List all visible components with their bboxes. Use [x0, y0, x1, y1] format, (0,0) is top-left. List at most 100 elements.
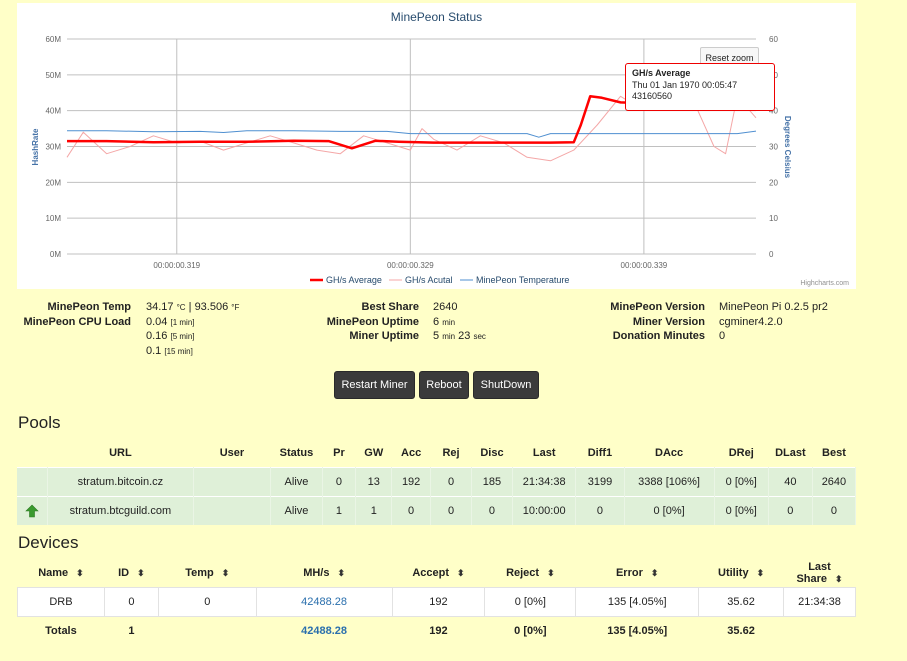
sort-icon[interactable]: ⬍: [337, 567, 346, 578]
devices-header-mh-s[interactable]: MH/s ⬍: [256, 558, 392, 588]
y-tick-label: 0M: [50, 250, 61, 259]
arrow-up-icon[interactable]: [25, 504, 39, 518]
cpu-5-value: 0.16: [146, 330, 168, 342]
header-label: MH/s: [303, 566, 330, 579]
legend-item-average[interactable]: GH/s Average: [310, 275, 382, 285]
header-label: Reject: [506, 566, 540, 579]
device-cell-error: 135 [4.05%]: [575, 587, 700, 617]
x-tick-label: 00:00:00.339: [621, 261, 668, 270]
devices-header-reject[interactable]: Reject ⬍: [485, 558, 576, 588]
sort-icon[interactable]: ⬍: [457, 567, 465, 578]
pools-title: Pools: [18, 413, 61, 432]
y2-tick-label: 20: [769, 178, 778, 187]
sort-icon[interactable]: ⬍: [137, 567, 145, 578]
miner-uptime-value: 5 min 23 sec: [433, 329, 486, 345]
pools-header-arrow: [17, 439, 48, 468]
miner-uptime-sec-unit: sec: [473, 332, 486, 341]
y-tick-label: 30M: [45, 143, 61, 152]
header-label: Error: [615, 566, 643, 579]
device-cell-utility: 35.62: [698, 587, 785, 617]
pool-cell-dlast: 40: [768, 467, 813, 497]
devices-header-error[interactable]: Error ⬍: [576, 558, 699, 588]
pool-cell-pr: 0: [322, 467, 357, 497]
cpu-label: MinePeon CPU Load: [23, 315, 131, 328]
pool-cell-diff1: 0: [575, 496, 625, 525]
sort-icon[interactable]: ⬍: [756, 567, 765, 578]
pools-header-user: User: [219, 447, 245, 459]
pools-header-pr: Pr: [333, 447, 345, 459]
x-tick-label: 00:00:00.329: [387, 261, 434, 270]
pools-header-url: URL: [109, 447, 132, 459]
pools-table: URL User Status Pr GW Acc Rej Disc Last Diff1 DAcc…: [17, 439, 857, 525]
pool-cell-pr: 1: [322, 496, 357, 525]
y-tick-label: 40M: [45, 107, 61, 116]
pools-header-disc: Disc: [480, 447, 504, 459]
cpu-15-unit: [15 min]: [164, 346, 193, 356]
uptime-unit: min: [442, 317, 456, 327]
chart-credits[interactable]: Highcharts.com: [800, 280, 849, 287]
devices-header-temp[interactable]: Temp ⬍: [158, 558, 256, 588]
pools-header-dlast: DLast: [775, 447, 806, 459]
pool-priority-cell[interactable]: [17, 496, 49, 525]
devices-header-id[interactable]: ID ⬍: [104, 558, 158, 588]
chart-tooltip: GH/s Average Thu 01 Jan 1970 00:05:47 43…: [625, 63, 775, 111]
pool-cell-best: 0: [812, 496, 857, 525]
sort-icon[interactable]: ⬍: [650, 567, 659, 578]
version-value: MinePeon Pi 0.2.5 pr2: [719, 301, 828, 313]
header-label: Name: [38, 566, 69, 579]
cpu-5-unit: [5 min]: [170, 332, 195, 341]
best-share-label: Best Share: [361, 301, 419, 313]
pool-cell-best: 2640: [812, 467, 857, 497]
device-cell-temp: 0: [157, 587, 257, 617]
pool-row: stratum.bitcoin.cz Alive 0 13 192 0 185 21:34:3…: [17, 467, 857, 497]
reboot-button[interactable]: Reboot: [419, 371, 469, 399]
version-label: MinePeon Version: [610, 301, 705, 313]
legend-item-actual[interactable]: GH/s Acutal: [389, 275, 453, 285]
x-tick-label: 00:00:00.319: [153, 261, 200, 270]
y-tick-label: 50M: [45, 71, 61, 80]
status-chart: MinePeon Status 0M 0 10M 10 20M 20 30M 30 40M 40 50…: [17, 3, 856, 289]
totals-cell-reject: 0 [0%]: [514, 625, 547, 637]
shutdown-button[interactable]: ShutDown: [473, 371, 539, 399]
devices-header-last-share[interactable]: Last Share ⬍: [784, 558, 856, 588]
temp-sep: |: [188, 301, 192, 313]
y2-tick-label: 60: [769, 35, 778, 44]
legend-item-temperature[interactable]: MinePeon Temperature: [460, 275, 569, 285]
pool-cell-gw: 1: [355, 496, 393, 525]
uptime-number: 6: [433, 315, 440, 328]
chart-legend: GH/s Average GH/s Acutal MinePeon Temperat…: [310, 275, 569, 285]
donation-value: 0: [719, 330, 726, 342]
sort-icon[interactable]: ⬍: [835, 573, 843, 584]
chart-svg: MinePeon Status 0M 0 10M 10 20M 20 30M 30 40M 40 50…: [31, 10, 849, 287]
pool-cell-user: [193, 496, 272, 525]
tooltip-time: Thu 01 Jan 1970 00:05:47: [632, 79, 738, 90]
pool-cell-dlast: 0: [768, 496, 813, 525]
devices-header-utility[interactable]: Utility ⬍: [699, 558, 784, 588]
mhs-link[interactable]: 42488.28: [301, 596, 348, 608]
y-tick-label: 20M: [45, 178, 61, 187]
donation-label: Donation Minutes: [612, 330, 705, 342]
totals-cell-id: 1: [128, 625, 135, 637]
cpu-1: 0.04 [1 min]: [146, 315, 195, 331]
totals-mhs-link[interactable]: 42488.28: [301, 625, 348, 637]
devices-header-name[interactable]: Name ⬍: [18, 558, 105, 588]
sort-icon[interactable]: ⬍: [76, 567, 84, 578]
device-cell-last_share: 21:34:38: [783, 587, 856, 617]
miner-uptime-label: Miner Uptime: [349, 330, 419, 342]
pool-cell-dacc: 3388 [106%]: [624, 467, 715, 497]
pool-cell-url: stratum.bitcoin.cz: [47, 467, 194, 497]
totals-cell-accept: 192: [429, 625, 448, 637]
pools-header-acc: Acc: [401, 447, 422, 459]
restart-miner-button[interactable]: Restart Miner: [334, 371, 415, 399]
sort-icon[interactable]: ⬍: [221, 567, 230, 578]
legend-label: GH/s Average: [326, 275, 382, 285]
devices-header-accept[interactable]: Accept ⬍: [392, 558, 485, 588]
temp-f: 93.506: [194, 301, 229, 313]
sort-icon[interactable]: ⬍: [547, 567, 555, 578]
pool-cell-drej: 0 [0%]: [714, 496, 769, 525]
pools-header-last: Last: [532, 447, 556, 459]
pool-cell-rej: 0: [430, 467, 472, 497]
pool-cell-last: 21:34:38: [512, 467, 577, 497]
pools-header-rej: Rej: [442, 447, 460, 459]
pool-cell-disc: 185: [471, 467, 513, 497]
